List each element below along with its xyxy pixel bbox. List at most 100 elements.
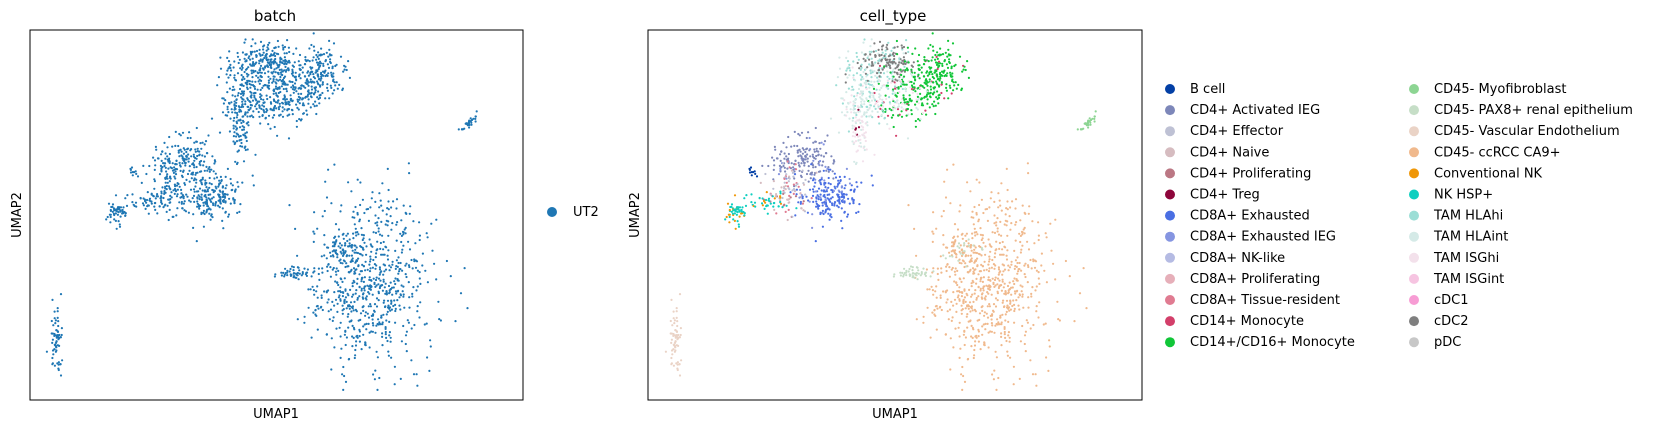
batch-point xyxy=(394,309,397,313)
batch-point xyxy=(277,99,280,102)
cell-type-point xyxy=(1015,278,1018,281)
batch-panel: batch UMAP1 UMAP2 UT2 xyxy=(10,7,599,422)
batch-point xyxy=(298,102,301,105)
batch-point xyxy=(411,292,414,295)
cell-type-point xyxy=(783,152,786,155)
cell-type-point xyxy=(994,264,997,267)
cell-type-point xyxy=(674,340,677,343)
batch-point xyxy=(381,344,384,347)
batch-point xyxy=(350,259,353,262)
cell-type-point xyxy=(837,196,840,199)
cell-type-point xyxy=(958,286,961,289)
batch-point xyxy=(321,267,324,270)
batch-point xyxy=(300,118,303,121)
batch-point xyxy=(247,56,250,60)
cell-type-point xyxy=(1004,319,1007,322)
cell-type-point xyxy=(880,86,883,89)
cell-type-legend-marker xyxy=(1165,189,1175,200)
batch-point xyxy=(114,212,117,215)
cell-type-point xyxy=(987,346,990,349)
cell-type-point xyxy=(871,61,874,64)
cell-type-point xyxy=(784,170,787,173)
cell-type-point xyxy=(956,269,959,272)
cell-type-point xyxy=(783,185,786,188)
batch-point xyxy=(317,83,320,86)
batch-point xyxy=(402,295,405,298)
batch-point xyxy=(327,72,330,75)
cell-type-point xyxy=(975,282,978,285)
batch-point xyxy=(240,84,243,87)
cell-type-point xyxy=(675,310,678,313)
batch-point xyxy=(126,194,129,197)
batch-point xyxy=(223,195,226,198)
batch-point xyxy=(189,188,193,191)
batch-point xyxy=(241,181,244,184)
cell-type-point xyxy=(915,100,919,103)
cell-type-point xyxy=(902,83,905,86)
cell-type-legend-label: CD4+ Activated IEG xyxy=(1190,103,1320,118)
batch-point xyxy=(343,298,346,301)
cell-type-point xyxy=(931,45,935,48)
batch-point xyxy=(352,279,355,282)
batch-point xyxy=(283,96,286,100)
batch-point xyxy=(269,58,272,61)
batch-point xyxy=(371,322,374,325)
batch-point xyxy=(338,326,341,329)
cell-type-point xyxy=(873,62,876,65)
cell-type-point xyxy=(773,197,776,200)
batch-point xyxy=(51,338,55,341)
cell-type-point xyxy=(925,78,928,81)
batch-point xyxy=(289,273,292,276)
batch-point xyxy=(369,267,372,270)
cell-type-point xyxy=(812,159,815,162)
batch-point xyxy=(354,292,357,295)
batch-point xyxy=(341,373,344,376)
batch-point xyxy=(381,234,384,237)
batch-point xyxy=(374,267,377,270)
batch-point xyxy=(243,70,246,74)
cell-type-legend-label: CD45- Vascular Endothelium xyxy=(1434,124,1620,139)
cell-type-point xyxy=(951,266,954,270)
batch-point xyxy=(244,113,247,116)
cell-type-point xyxy=(927,60,930,63)
batch-point xyxy=(414,242,417,245)
cell-type-point xyxy=(889,66,892,70)
batch-point xyxy=(288,270,291,273)
cell-type-point xyxy=(993,231,997,234)
batch-point xyxy=(320,47,323,50)
cell-type-point xyxy=(733,208,736,211)
batch-point xyxy=(375,305,379,308)
batch-point xyxy=(232,135,235,138)
batch-point xyxy=(312,230,315,233)
cell-type-point xyxy=(952,89,955,92)
cell-type-point xyxy=(676,338,679,341)
cell-type-legend-label: pDC xyxy=(1434,335,1461,350)
cell-type-point xyxy=(962,300,965,303)
batch-point xyxy=(307,306,310,309)
cell-type-point xyxy=(863,81,866,84)
batch-point xyxy=(345,68,348,72)
cell-type-legend-label: TAM ISGhi xyxy=(1433,251,1499,266)
cell-type-point xyxy=(877,115,880,118)
batch-point xyxy=(375,276,378,279)
cell-type-point xyxy=(870,38,873,41)
batch-point xyxy=(170,196,173,199)
cell-type-point xyxy=(1012,365,1016,368)
cell-type-point xyxy=(800,207,803,210)
cell-type-point xyxy=(811,179,815,182)
batch-point xyxy=(202,164,205,167)
batch-point xyxy=(276,94,279,97)
cell-type-point xyxy=(857,126,861,129)
cell-type-point xyxy=(986,219,990,222)
cell-type-point xyxy=(799,202,802,205)
cell-type-point xyxy=(860,100,863,103)
cell-type-point xyxy=(1010,263,1013,266)
batch-point xyxy=(318,54,321,57)
cell-type-point xyxy=(953,298,957,301)
batch-point xyxy=(267,75,270,78)
batch-point xyxy=(316,96,319,99)
cell-type-point xyxy=(908,273,911,276)
batch-point xyxy=(244,132,247,135)
cell-type-point xyxy=(902,45,906,49)
cell-type-point xyxy=(994,305,998,308)
